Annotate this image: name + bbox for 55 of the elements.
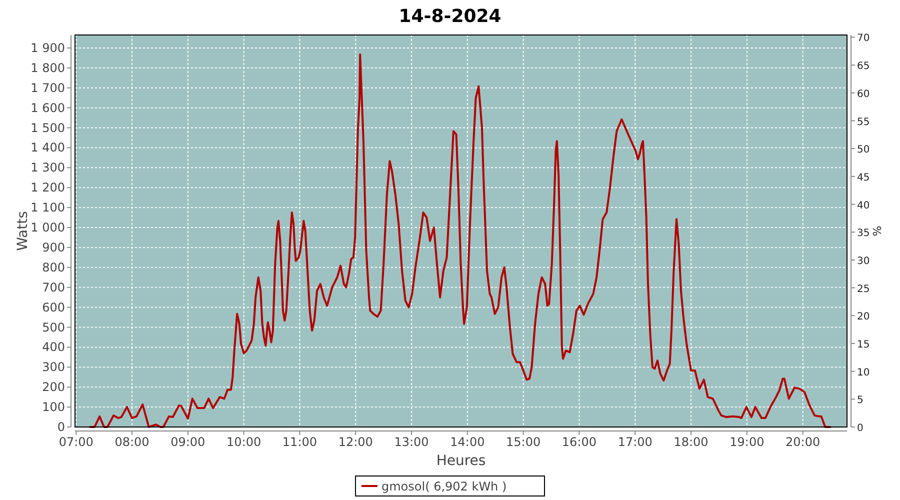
y-tick-label: 1 300: [30, 160, 65, 175]
y2-axis-title: %: [871, 226, 884, 236]
y-axis-title: Watts: [15, 211, 31, 251]
y-tick-label: 1 700: [30, 80, 65, 95]
y2-tick-label: 15: [857, 339, 870, 350]
y2-tick-label: 55: [857, 116, 870, 128]
y-tick-label: 1 900: [30, 40, 65, 55]
y-tick-label: 0: [57, 420, 65, 434]
y2-tick-label: 45: [857, 172, 870, 184]
x-tick-label: 07:00: [58, 435, 94, 449]
x-tick-label: 13:00: [394, 435, 429, 449]
x-tick-label: 12:00: [338, 435, 373, 449]
chart-title: 14-8-2024: [398, 6, 502, 27]
y2-tick-label: 65: [857, 61, 870, 72]
y-tick-label: 800: [42, 260, 65, 274]
x-tick-label: 17:00: [618, 435, 652, 449]
y2-tick-label: 30: [857, 256, 870, 267]
y-tick-label: 700: [42, 280, 65, 294]
x-tick-label: 11:00: [282, 435, 318, 449]
y-tick-label: 1 200: [30, 180, 65, 195]
x-tick-label: 18:00: [674, 435, 708, 449]
x-tick-label: 16:00: [562, 435, 597, 449]
x-tick-label: 09:00: [170, 435, 206, 449]
y-tick-label: 300: [42, 360, 65, 374]
line-series: [89, 54, 832, 428]
y-tick-label: 1 500: [30, 120, 65, 135]
y2-tick-label: 25: [857, 284, 870, 295]
y2-tick-label: 70: [857, 33, 870, 44]
y-tick-label: 400: [42, 340, 65, 354]
y-tick-label: 1 000: [30, 220, 65, 235]
y-tick-label: 200: [42, 380, 65, 394]
x-tick-label: 19:00: [730, 435, 764, 449]
x-tick-label: 20:00: [786, 435, 820, 449]
y-tick-label: 1 400: [30, 140, 65, 155]
y2-tick-label: 0: [857, 423, 864, 434]
y-tick-label: 900: [42, 240, 65, 254]
x-tick-label: 14:00: [450, 435, 485, 449]
x-axis-title: Heures: [436, 453, 486, 469]
y-tick-label: 1 800: [30, 60, 65, 75]
y2-tick-label: 5: [857, 395, 864, 406]
legend-label: gmosol( 6,902 kWh ): [382, 480, 507, 494]
y2-tick-label: 60: [857, 88, 870, 100]
y-tick-label: 100: [42, 400, 65, 414]
y2-tick-label: 50: [857, 144, 870, 156]
x-tick-label: 10:00: [226, 435, 262, 449]
y2-tick-label: 20: [857, 312, 870, 323]
x-tick-label: 08:00: [114, 435, 150, 449]
y2-tick-label: 10: [857, 367, 870, 378]
x-tick-label: 15:00: [506, 435, 541, 449]
y2-tick-label: 40: [857, 200, 870, 212]
y-tick-label: 600: [42, 300, 65, 314]
y-tick-label: 1 600: [30, 100, 65, 115]
y-tick-label: 500: [42, 320, 65, 334]
y-tick-label: 1 100: [30, 200, 65, 215]
y2-tick-label: 35: [857, 228, 870, 240]
